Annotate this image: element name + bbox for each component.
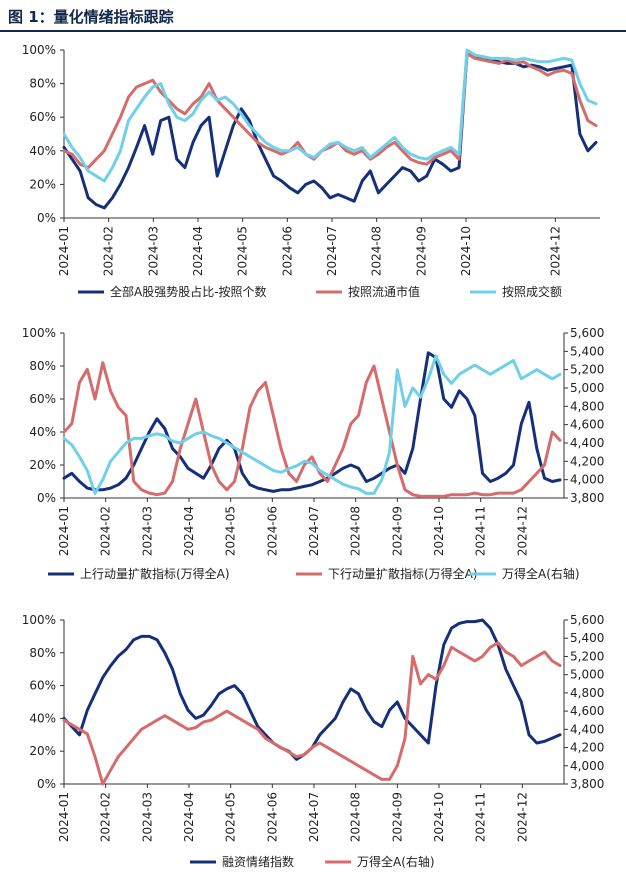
x-tick-label: 2024-01 — [57, 226, 71, 276]
y-tick-label-right: 4,800 — [570, 399, 604, 413]
x-tick-label: 2024-06 — [280, 226, 294, 276]
y-tick-label-left: 0% — [37, 491, 56, 505]
x-tick-label: 2024-09 — [390, 506, 404, 556]
y-tick-label-right: 5,200 — [570, 649, 604, 663]
y-tick-label-right: 4,600 — [570, 418, 604, 432]
x-tick-label: 2024-12 — [515, 506, 529, 556]
x-tick-label: 2024-05 — [224, 506, 238, 556]
y-tick-label-left: 60% — [29, 679, 56, 693]
legend-label-2: 万得全A(右轴) — [357, 854, 435, 869]
x-tick-label: 2024-11 — [474, 792, 488, 842]
y-tick-label-left: 100% — [22, 43, 56, 57]
x-tick-label: 2024-02 — [99, 506, 113, 556]
x-tick-label: 2024-09 — [414, 226, 428, 276]
y-tick-label-right: 4,800 — [570, 686, 604, 700]
series-line-3 — [62, 354, 562, 495]
series-line-2 — [62, 361, 562, 498]
x-tick-label: 2024-05 — [236, 226, 250, 276]
chart-3: 0% 20% 40% 60% 80% 100% 3,800 4,000 4,200 4,400 4,… — [22, 613, 605, 869]
y-tick-label-left: 100% — [22, 613, 56, 627]
x-tick-label: 2024-01 — [57, 792, 71, 842]
y-tick-label-right: 4,600 — [570, 704, 604, 718]
x-tick-label: 2024-08 — [349, 506, 363, 556]
y-tick-label-right: 5,400 — [570, 344, 604, 358]
y-tick-label-right: 5,000 — [570, 668, 604, 682]
series-line-1 — [62, 51, 598, 210]
title-rule — [0, 30, 626, 32]
y-tick-label-left: 0% — [37, 777, 56, 791]
y-tick-label-left: 40% — [29, 144, 56, 158]
y-tick-label-left: 80% — [29, 646, 56, 660]
legend-label-1: 融资情绪指数 — [222, 854, 294, 869]
x-tick-label: 2024-04 — [191, 226, 205, 276]
y-tick-label-right: 4,200 — [570, 741, 604, 755]
y-tick-label-left: 20% — [29, 177, 56, 191]
x-tick-label: 2024-01 — [57, 506, 71, 556]
y-tick-label-right: 5,600 — [570, 613, 604, 627]
y-tick-label-left: 60% — [29, 110, 56, 124]
y-tick-label-left: 0% — [37, 211, 56, 225]
y-tick-label-right: 4,000 — [570, 473, 604, 487]
legend-label-2: 下行动量扩散指标(万得全A) — [328, 566, 478, 581]
y-tick-label-right: 3,800 — [570, 491, 604, 505]
x-tick-label: 2024-07 — [307, 506, 321, 556]
x-tick-label: 2024-10 — [432, 506, 446, 556]
x-tick-label: 2024-08 — [349, 792, 363, 842]
x-tick-label: 2024-09 — [390, 792, 404, 842]
y-tick-label-left: 40% — [29, 711, 56, 725]
y-tick-label-left: 20% — [29, 458, 56, 472]
legend-label-2: 按照流通市值 — [348, 284, 420, 299]
y-tick-label-left: 60% — [29, 392, 56, 406]
x-tick-label: 2024-12 — [548, 226, 562, 276]
x-tick-label: 2024-06 — [265, 506, 279, 556]
x-tick-label: 2024-03 — [140, 792, 154, 842]
y-tick-label-left: 80% — [29, 359, 56, 373]
y-tick-label-right: 5,000 — [570, 381, 604, 395]
x-tick-label: 2024-07 — [307, 792, 321, 842]
x-tick-label: 2024-07 — [325, 226, 339, 276]
series-line-3 — [62, 48, 598, 183]
y-tick-label-right: 4,200 — [570, 454, 604, 468]
y-tick-label-left: 20% — [29, 744, 56, 758]
x-tick-label: 2024-10 — [459, 226, 473, 276]
series-line-1 — [62, 618, 562, 761]
y-tick-label-right: 4,400 — [570, 436, 604, 450]
y-tick-label-left: 80% — [29, 77, 56, 91]
y-tick-label-right: 5,200 — [570, 363, 604, 377]
x-tick-label: 2024-10 — [432, 792, 446, 842]
x-tick-label: 2024-02 — [102, 226, 116, 276]
x-tick-label: 2024-06 — [265, 792, 279, 842]
x-tick-label: 2024-05 — [224, 792, 238, 842]
series-line-1 — [62, 351, 562, 493]
figure-title: 图 1：量化情绪指标跟踪 — [8, 8, 174, 26]
legend-label-3: 按照成交额 — [502, 284, 562, 299]
x-tick-label: 2024-12 — [515, 792, 529, 842]
y-tick-label-right: 3,800 — [570, 777, 604, 791]
y-tick-label-right: 4,400 — [570, 722, 604, 736]
legend-label-1: 全部A股强势股占比-按照个数 — [110, 284, 267, 299]
legend-label-3: 万得全A(右轴) — [502, 566, 580, 581]
y-tick-label-right: 4,000 — [570, 759, 604, 773]
x-tick-label: 2024-04 — [182, 506, 196, 556]
x-tick-label: 2024-03 — [140, 506, 154, 556]
x-tick-label: 2024-08 — [370, 226, 384, 276]
y-tick-label-right: 5,400 — [570, 631, 604, 645]
x-tick-label: 2024-03 — [146, 226, 160, 276]
y-tick-label-right: 5,600 — [570, 326, 604, 340]
legend-label-1: 上行动量扩散指标(万得全A) — [80, 566, 230, 581]
series-line-2 — [62, 641, 562, 786]
chart-1: 0% 20% 40% 60% 80% 100% 2024-01 2024-02 2024-03 2… — [22, 43, 600, 299]
x-tick-label: 2024-11 — [474, 506, 488, 556]
series-line-2 — [62, 51, 598, 170]
x-tick-label: 2024-02 — [99, 792, 113, 842]
x-tick-label: 2024-04 — [182, 792, 196, 842]
y-tick-label-left: 40% — [29, 425, 56, 439]
chart-2: 0% 20% 40% 60% 80% 100% 3,800 4,000 4,200 4,400 4,… — [22, 326, 605, 581]
y-tick-label-left: 100% — [22, 326, 56, 340]
